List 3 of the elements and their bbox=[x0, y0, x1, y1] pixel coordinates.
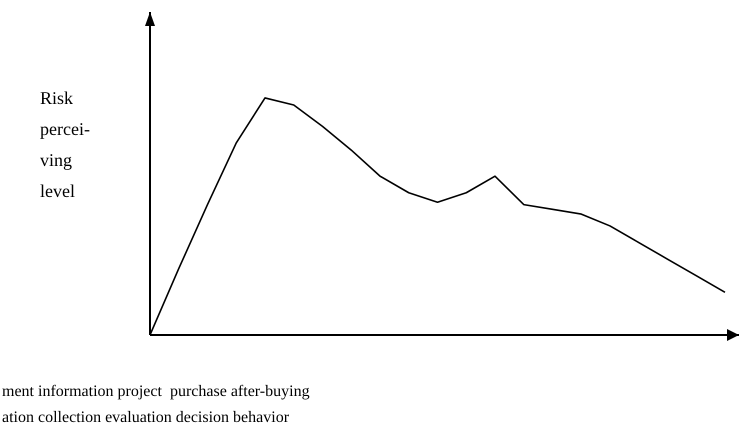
text: ment information project purchase after-buying bbox=[2, 383, 310, 400]
text: ation collection evaluation decision behavior bbox=[2, 409, 290, 426]
y-axis-title: Risk percei- ving level bbox=[40, 88, 90, 201]
